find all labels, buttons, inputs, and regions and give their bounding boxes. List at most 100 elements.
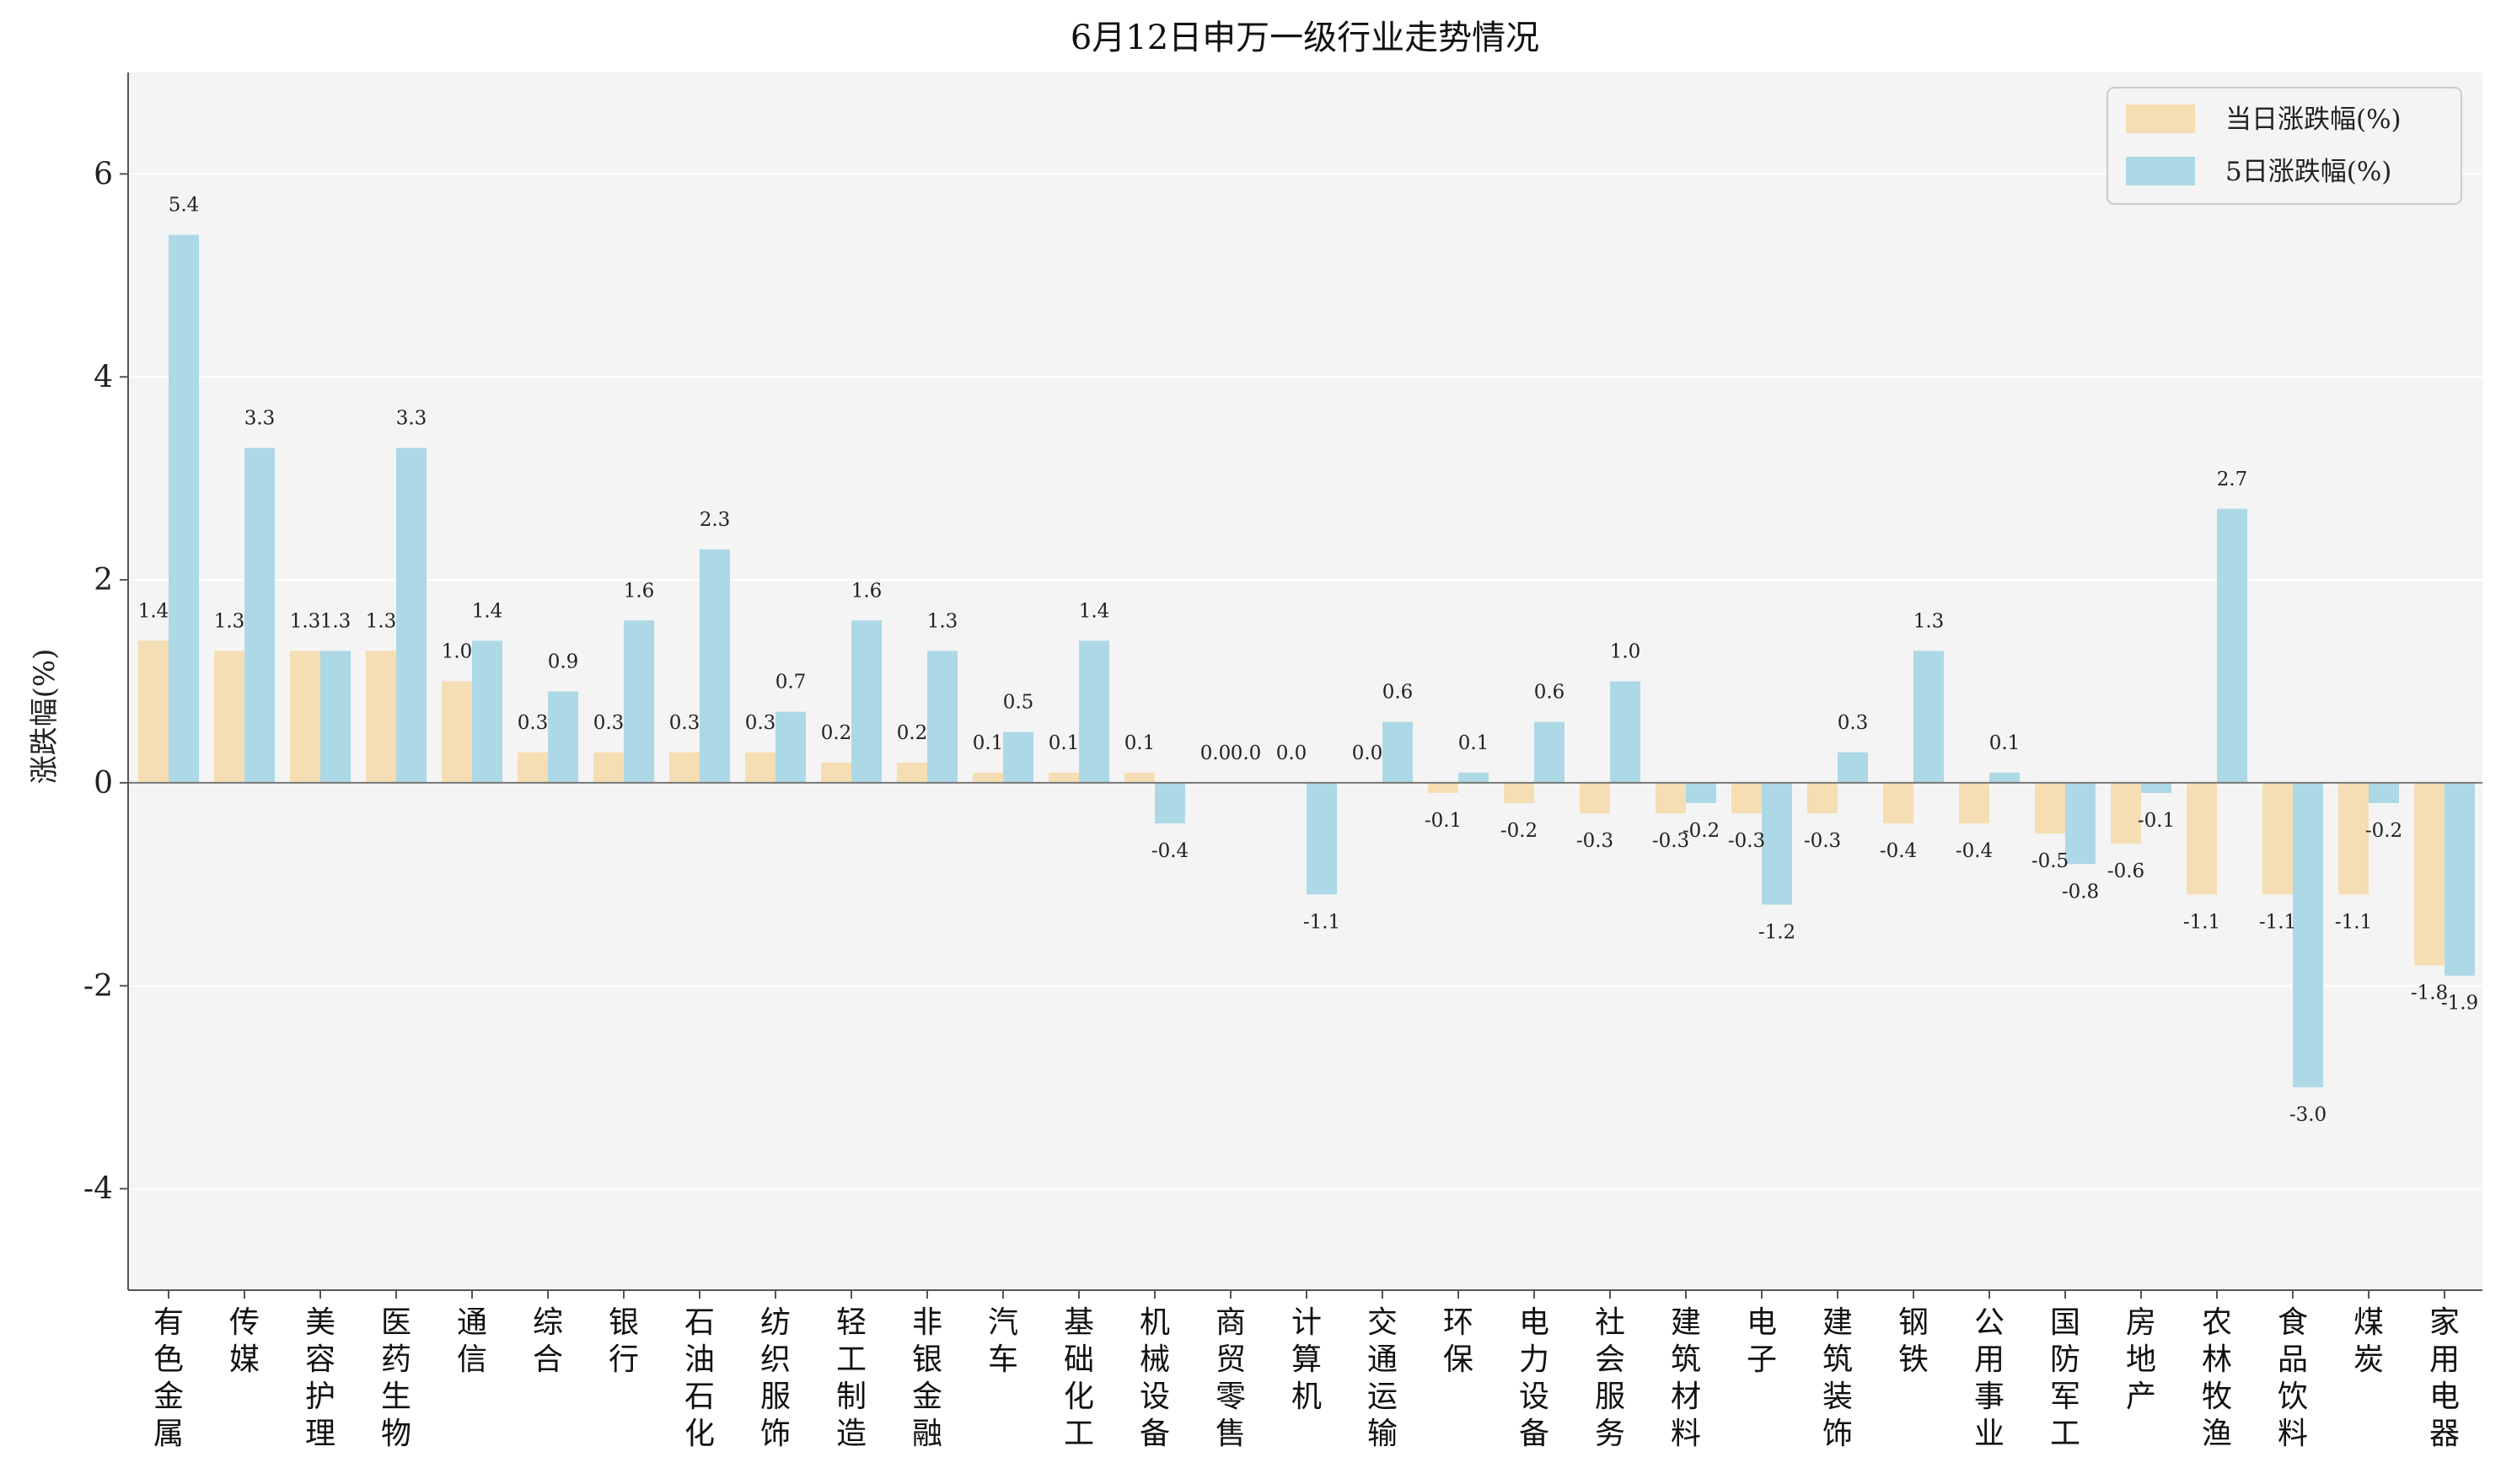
x-category-label: 煤炭: [2353, 1305, 2384, 1377]
label-5day-28: -3.0: [2289, 1104, 2327, 1126]
label-daily-30: -1.8: [2411, 983, 2448, 1005]
label-daily-17: -0.1: [1425, 810, 1462, 832]
bar-5day-21: [1762, 782, 1792, 905]
bar-5day-2: [320, 651, 351, 783]
x-category-label: 银行: [609, 1305, 639, 1377]
bar-5day-30: [2445, 782, 2475, 976]
label-5day-7: 2.3: [700, 509, 731, 531]
x-category-label: 美容护理: [305, 1305, 335, 1451]
label-daily-1: 1.3: [214, 610, 245, 632]
label-daily-21: -0.3: [1728, 830, 1765, 852]
label-5day-12: 1.4: [1079, 600, 1110, 622]
label-5day-6: 1.6: [624, 580, 655, 602]
bar-daily-10: [897, 762, 927, 783]
x-category-label: 汽车: [988, 1305, 1018, 1377]
data-labels: 1.4 1.3 1.3 1.31.00.3 0.3 0.3 0.3 0.2 0.2 0.1 0.1 0…: [138, 195, 2478, 1126]
x-category-label: 钢铁: [1898, 1305, 1929, 1377]
legend: 当日涨跌幅(%) 5日涨跌幅(%): [2107, 87, 2462, 205]
bar-daily-17: [1428, 782, 1458, 793]
label-daily-4: 1.0: [442, 641, 473, 663]
bar-5day-12: [1079, 640, 1109, 783]
label-5day-17: 0.1: [1458, 732, 1489, 754]
bar-5day-25: [2065, 782, 2096, 865]
x-category-label: 环保: [1443, 1305, 1473, 1377]
label-daily-19: -0.3: [1576, 830, 1613, 852]
bar-5day-28: [2293, 782, 2323, 1088]
bar-daily-3: [366, 651, 396, 783]
label-daily-2: 1.3: [290, 610, 321, 632]
bar-5day-26: [2141, 782, 2171, 793]
label-5day-19: 1.0: [1610, 641, 1641, 663]
label-5day-14: 0.0: [1231, 742, 1262, 764]
label-5day-18: 0.6: [1534, 682, 1565, 704]
x-category-label: 医药生物: [381, 1305, 411, 1451]
label-daily-0: 1.4: [138, 600, 169, 622]
label-5day-4: 1.4: [472, 600, 503, 622]
x-category-label: 通信: [457, 1305, 487, 1377]
label-daily-6: 0.3: [593, 712, 625, 734]
bar-daily-1: [214, 651, 244, 783]
y-tick-label: 4: [94, 360, 113, 394]
bar-5day-15: [1307, 782, 1337, 895]
label-5day-16: 0.6: [1382, 682, 1414, 704]
label-5day-25: -0.8: [2062, 881, 2099, 903]
bar-daily-25: [2035, 782, 2065, 834]
bar-daily-9: [821, 762, 851, 783]
label-5day-30: -1.9: [2441, 993, 2478, 1015]
bar-5day-17: [1458, 772, 1489, 783]
x-category-label: 交通运输: [1367, 1305, 1398, 1451]
x-category-label: 建筑材料: [1671, 1305, 1701, 1451]
label-5day-0: 5.4: [169, 195, 200, 217]
x-category-label: 传媒: [229, 1305, 260, 1377]
bar-5day-0: [169, 234, 199, 783]
label-daily-24: -0.4: [1956, 840, 1993, 862]
bar-5day-22: [1838, 752, 1868, 783]
bar-daily-0: [138, 640, 169, 783]
label-5day-20: -0.2: [1683, 820, 1720, 842]
x-category-label: 计算机: [1291, 1305, 1322, 1414]
label-5day-13: -0.4: [1151, 840, 1189, 862]
label-5day-24: 0.1: [1989, 732, 2021, 754]
label-daily-8: 0.3: [745, 712, 776, 734]
x-category-label: 电子: [1747, 1305, 1777, 1377]
y-tick-label: 6: [94, 157, 113, 191]
label-daily-18: -0.2: [1500, 820, 1538, 842]
y-tick-label: -4: [83, 1172, 113, 1207]
x-category-label: 商贸零售: [1216, 1305, 1246, 1451]
bar-5day-3: [396, 447, 427, 783]
bar-daily-23: [1883, 782, 1913, 824]
x-category-label: 石油石化: [684, 1305, 715, 1451]
label-5day-23: 1.3: [1913, 610, 1945, 632]
label-5day-2: 1.3: [320, 610, 352, 632]
bar-5day-19: [1610, 681, 1640, 783]
bars: [138, 234, 2475, 1088]
bar-5day-18: [1534, 721, 1564, 783]
label-5day-15: -1.1: [1303, 911, 1340, 933]
legend-label-daily: 当日涨跌幅(%): [2225, 104, 2402, 135]
x-category-label: 房地产: [2126, 1305, 2156, 1414]
label-daily-9: 0.2: [821, 722, 852, 744]
bar-daily-4: [442, 681, 472, 783]
label-daily-25: -0.5: [2031, 850, 2069, 872]
bar-5day-29: [2369, 782, 2399, 803]
bar-5day-4: [472, 640, 502, 783]
bar-daily-11: [973, 772, 1003, 783]
label-daily-3: 1.3: [366, 610, 397, 632]
bar-5day-27: [2217, 508, 2247, 783]
bar-5day-7: [700, 549, 730, 783]
x-category-label: 纺织服饰: [760, 1305, 791, 1451]
label-daily-11: 0.1: [973, 732, 1004, 754]
x-category-label: 家用电器: [2429, 1305, 2460, 1451]
legend-box: [2107, 87, 2462, 205]
bar-daily-29: [2338, 782, 2369, 895]
label-5day-8: 0.7: [776, 672, 807, 694]
x-category-label: 综合: [533, 1305, 563, 1377]
label-daily-26: -0.6: [2107, 860, 2144, 882]
bar-daily-13: [1124, 772, 1155, 783]
bar-daily-2: [290, 651, 320, 783]
bar-5day-9: [851, 620, 882, 783]
x-category-label: 国防军工: [2050, 1305, 2080, 1451]
x-category-label: 食品饮料: [2278, 1305, 2308, 1451]
y-axis-label: 涨跌幅(%): [28, 649, 62, 785]
